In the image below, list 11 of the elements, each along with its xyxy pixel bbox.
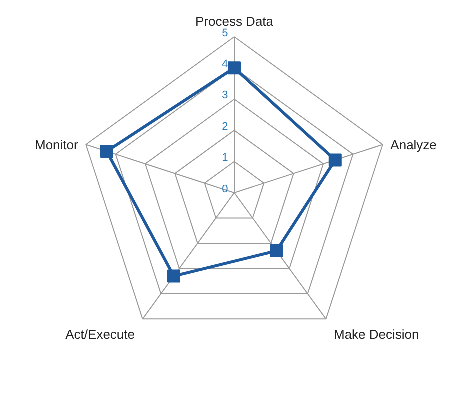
y-tick-label: 2 <box>222 120 228 133</box>
spoke-label: Process Data <box>195 14 274 30</box>
y-tick-label: 3 <box>222 90 228 102</box>
y-tick-label: 0 <box>222 183 228 196</box>
spoke-label: Monitor <box>34 137 80 152</box>
spoke-label: Analyze <box>390 137 437 152</box>
y-tick-label: 5 <box>222 27 228 40</box>
spoke-label: Make Decision <box>334 326 420 342</box>
spoke-label: Act/Execute <box>66 326 136 342</box>
y-tick-label: 1 <box>222 152 228 164</box>
y-tick-label: 4 <box>222 58 228 70</box>
